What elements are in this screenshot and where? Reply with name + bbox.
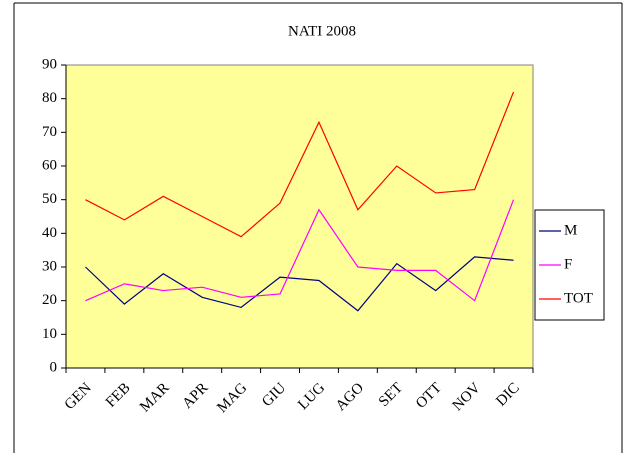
x-tick-label: SET	[376, 380, 406, 410]
x-tick-label: GIU	[259, 380, 289, 410]
y-tick-label: 40	[42, 225, 57, 241]
y-tick-label: 90	[42, 56, 57, 72]
x-tick-label: MAR	[137, 380, 172, 415]
series-line	[85, 256, 514, 312]
x-tick-label: DIC	[493, 380, 523, 410]
chart-title: NATI 2008	[288, 23, 356, 39]
x-tick-label: APR	[180, 380, 212, 412]
plot-area	[65, 64, 534, 369]
y-tick-label: 60	[42, 157, 57, 173]
y-tick-label: 70	[42, 124, 57, 140]
y-tick-label: 10	[42, 326, 57, 342]
y-tick-label: 50	[42, 191, 57, 207]
x-tick-label: GEN	[62, 380, 95, 413]
series-line	[85, 199, 515, 302]
legend-label: F	[564, 256, 572, 272]
x-tick-label: AGO	[333, 380, 367, 414]
x-tick-label: LUG	[295, 380, 328, 413]
y-tick-label: 20	[42, 292, 57, 308]
legend-label: TOT	[564, 290, 593, 306]
x-tick-label: FEB	[103, 380, 134, 411]
x-tick-label: NOV	[450, 380, 484, 414]
x-tick-label: MAG	[214, 380, 250, 416]
legend-label: M	[564, 222, 577, 238]
series-line	[85, 91, 515, 238]
y-tick-label: 80	[42, 90, 57, 106]
y-tick-label: 30	[42, 258, 57, 274]
x-tick-label: OTT	[413, 380, 445, 412]
y-tick-label: 0	[50, 359, 58, 375]
